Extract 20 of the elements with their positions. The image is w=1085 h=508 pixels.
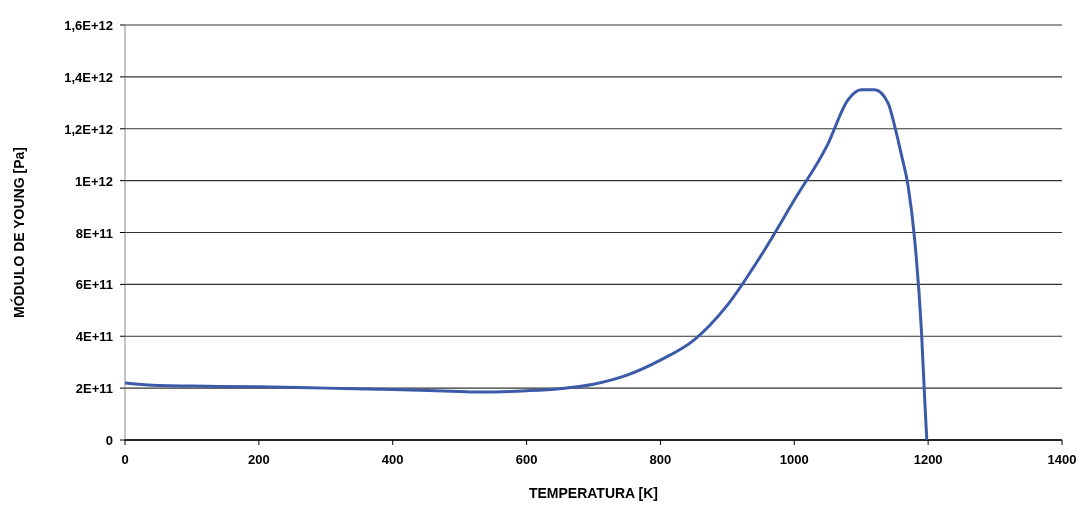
x-tick-label: 0 <box>121 452 129 467</box>
x-tick-label: 1000 <box>779 452 809 467</box>
x-tick-label: 600 <box>515 452 538 467</box>
x-tick-label: 1400 <box>1047 452 1077 467</box>
y-axis-title: MÓDULO DE YOUNG [Pa] <box>10 147 27 318</box>
y-tick-label: 1,4E+12 <box>64 69 113 85</box>
y-tick-label: 8E+11 <box>75 225 113 241</box>
y-tick-label: 1E+12 <box>75 173 113 189</box>
x-tick-label: 1200 <box>913 452 943 467</box>
x-tick-label: 200 <box>248 452 270 467</box>
y-tick-label: 2E+11 <box>75 381 113 397</box>
y-tick-label: 1,2E+12 <box>64 121 113 137</box>
y-tick-label: 0 <box>105 433 113 448</box>
line-series <box>123 88 929 442</box>
y-tick-label: 1,6E+12 <box>64 18 113 33</box>
x-axis-title: TEMPERATURA [K] <box>528 485 659 501</box>
x-tick-label: 400 <box>381 452 404 467</box>
y-tick-label: 6E+11 <box>75 277 113 293</box>
y-tick-label: 4E+11 <box>75 329 113 345</box>
x-tick-label: 800 <box>649 452 672 467</box>
